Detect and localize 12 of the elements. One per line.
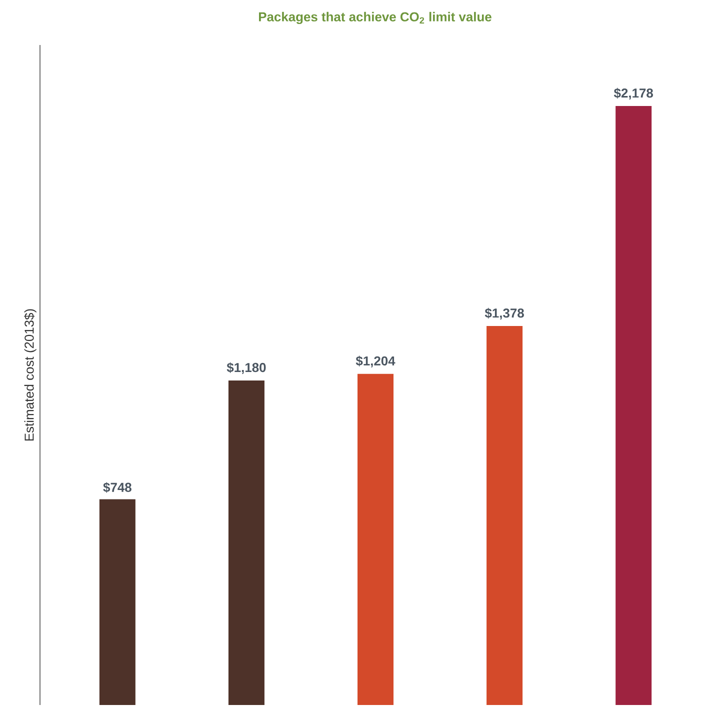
data-label: $748	[103, 482, 132, 493]
data-label: $1,204	[356, 356, 396, 368]
bar	[99, 499, 136, 705]
y-axis-title: Estimated cost (2013$)	[24, 309, 36, 441]
text: Packages that achieve CO$_{2}$ limit value	[258, 12, 492, 24]
bar	[486, 326, 523, 705]
bar	[358, 374, 394, 705]
data-label: $2,178	[614, 88, 653, 100]
data-label: $1,180	[226, 362, 266, 374]
data-label: $1,378	[484, 308, 524, 320]
bar	[616, 106, 652, 705]
bar	[228, 380, 264, 705]
